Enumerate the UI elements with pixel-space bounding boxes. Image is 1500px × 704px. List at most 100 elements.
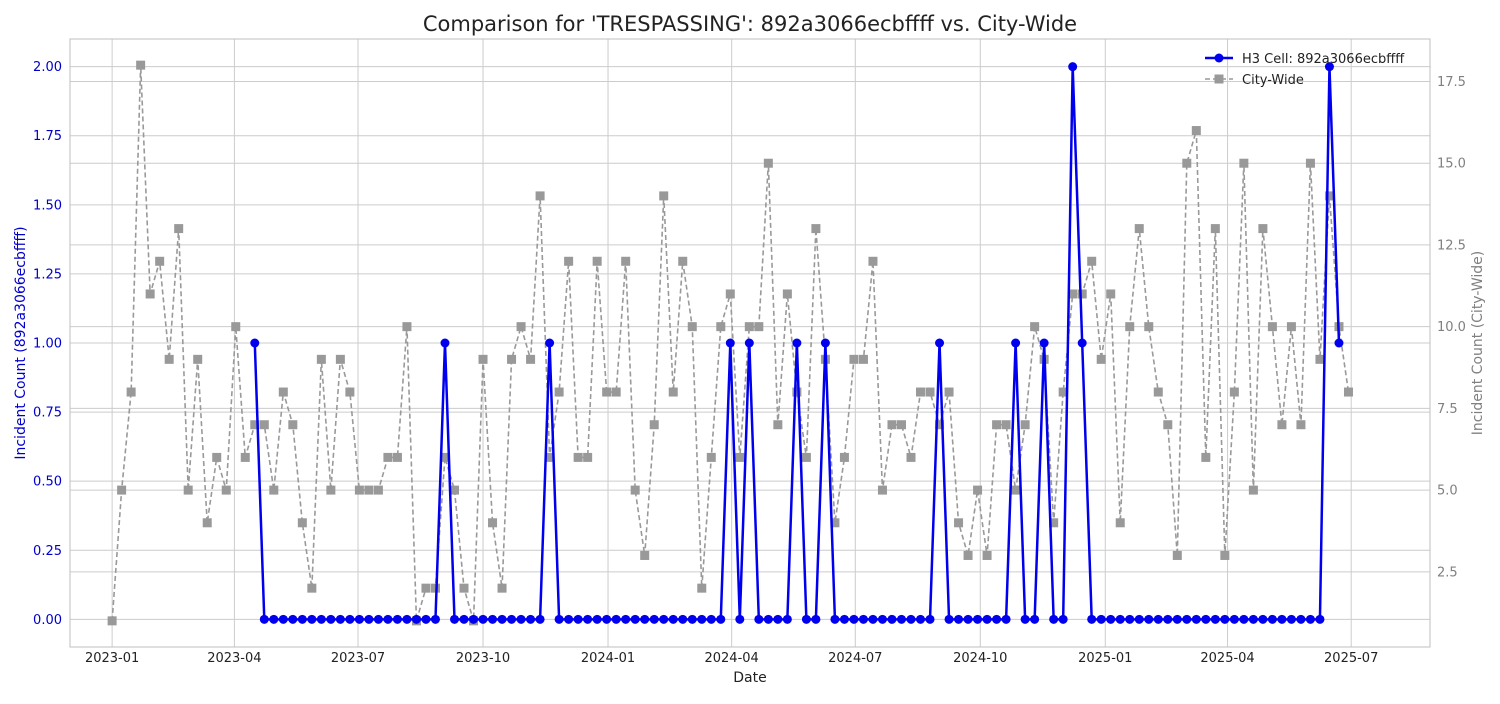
h3-cell-point xyxy=(687,614,697,624)
city-wide-point xyxy=(117,485,127,495)
h3-cell-point xyxy=(592,614,602,624)
city-wide-point xyxy=(269,485,279,495)
h3-cell-point xyxy=(1030,614,1040,624)
city-wide-point xyxy=(1134,224,1144,234)
h3-cell-point xyxy=(1286,614,1296,624)
city-wide-point xyxy=(1305,158,1315,168)
y-left-tick-label: 0.75 xyxy=(33,406,62,421)
h3-cell-point xyxy=(1106,614,1116,624)
city-wide-point xyxy=(716,322,726,332)
h3-cell-point xyxy=(478,614,488,624)
h3-cell-point xyxy=(839,614,849,624)
h3-cell-point xyxy=(583,614,593,624)
city-wide-point xyxy=(1239,158,1249,168)
y-right-tick-label: 12.5 xyxy=(1437,238,1466,253)
city-wide-point xyxy=(1106,289,1116,299)
h3-cell-point xyxy=(1210,614,1220,624)
h3-cell-point xyxy=(935,338,945,348)
city-wide-point xyxy=(725,289,735,299)
h3-cell-point xyxy=(744,338,754,348)
city-wide-point xyxy=(630,485,640,495)
city-wide-point xyxy=(763,158,773,168)
city-wide-point xyxy=(583,452,593,462)
h3-cell-point xyxy=(906,614,916,624)
city-wide-point xyxy=(1277,420,1287,430)
city-wide-point xyxy=(992,420,1002,430)
city-wide-point xyxy=(1144,322,1154,332)
city-wide-point xyxy=(659,191,669,201)
h3-cell-point xyxy=(297,614,307,624)
city-wide-point xyxy=(887,420,897,430)
city-wide-point xyxy=(326,485,336,495)
h3-cell-point xyxy=(1011,338,1021,348)
city-wide-point xyxy=(202,518,212,528)
h3-cell-point xyxy=(1153,614,1163,624)
city-wide-point xyxy=(735,452,745,462)
h3-cell-point xyxy=(849,614,859,624)
city-wide-point xyxy=(164,354,174,364)
h3-cell-point xyxy=(1144,614,1154,624)
h3-cell-point xyxy=(725,338,735,348)
h3-cell-point xyxy=(507,614,517,624)
h3-cell-point xyxy=(820,338,830,348)
city-wide-series xyxy=(107,60,1353,626)
city-wide-point xyxy=(830,518,840,528)
city-wide-point xyxy=(1248,485,1258,495)
h3-cell-point xyxy=(1049,614,1059,624)
city-wide-point xyxy=(240,452,250,462)
h3-cell-point xyxy=(887,614,897,624)
h3-cell-point xyxy=(1324,62,1334,72)
h3-cell-point xyxy=(345,614,355,624)
h3-cell-point xyxy=(630,614,640,624)
x-tick-label: 2025-04 xyxy=(1200,651,1254,666)
x-tick-label: 2024-10 xyxy=(953,651,1007,666)
h3-cell-point xyxy=(773,614,783,624)
h3-cell-point xyxy=(954,614,964,624)
h3-cell-point xyxy=(868,614,878,624)
city-wide-point xyxy=(1077,289,1087,299)
city-wide-point xyxy=(174,224,184,234)
city-wide-point xyxy=(1001,420,1011,430)
h3-cell-point xyxy=(1305,614,1315,624)
city-wide-point xyxy=(963,550,973,560)
city-wide-point xyxy=(1343,387,1353,397)
h3-cell-point xyxy=(896,614,906,624)
city-wide-point xyxy=(193,354,203,364)
h3-cell-point xyxy=(392,614,402,624)
h3-cell-point xyxy=(1229,614,1239,624)
h3-cell-point xyxy=(440,338,450,348)
h3-cell-point xyxy=(288,614,298,624)
h3-cell-point xyxy=(649,614,659,624)
city-wide-point xyxy=(1296,420,1306,430)
h3-cell-series xyxy=(250,62,1344,624)
city-wide-point xyxy=(868,256,878,266)
h3-cell-point xyxy=(1239,614,1249,624)
city-wide-point xyxy=(126,387,136,397)
legend-h3-label: H3 Cell: 892a3066ecbffff xyxy=(1242,52,1405,67)
city-wide-point xyxy=(1258,224,1268,234)
h3-cell-point xyxy=(1172,614,1182,624)
h3-cell-point xyxy=(259,614,269,624)
h3-cell-point xyxy=(1220,614,1230,624)
city-wide-point xyxy=(497,583,507,593)
h3-cell-point xyxy=(1258,614,1268,624)
h3-cell-point xyxy=(782,614,792,624)
x-tick-label: 2024-01 xyxy=(581,651,635,666)
h3-cell-point xyxy=(916,614,926,624)
city-wide-point xyxy=(811,224,821,234)
city-wide-point xyxy=(697,583,707,593)
x-tick-label: 2023-10 xyxy=(456,651,510,666)
h3-cell-point xyxy=(716,614,726,624)
h3-cell-point xyxy=(763,614,773,624)
city-wide-point xyxy=(744,322,754,332)
city-wide-point xyxy=(640,550,650,560)
y-axis-left-label: Incident Count (892a3066ecbffff) xyxy=(13,226,29,459)
city-wide-point xyxy=(839,452,849,462)
city-wide-point xyxy=(1115,518,1125,528)
city-wide-point xyxy=(373,485,383,495)
h3-cell-point xyxy=(811,614,821,624)
h3-cell-point xyxy=(963,614,973,624)
h3-cell-point xyxy=(668,614,678,624)
city-wide-point xyxy=(925,387,935,397)
city-wide-point xyxy=(858,354,868,364)
